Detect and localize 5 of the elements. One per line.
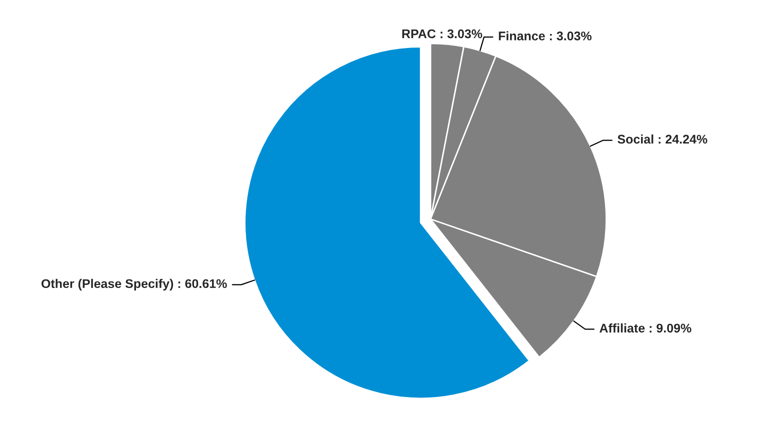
slice-label: Other (Please Specify) : 60.61% (42, 278, 227, 291)
slice-label: Finance : 3.03% (498, 31, 592, 40)
slice-label: Social : 24.24% (618, 134, 708, 144)
slice-label: Affiliate : 9.09% (600, 323, 692, 333)
slice-label: RPAC : 3.03% (402, 29, 482, 38)
